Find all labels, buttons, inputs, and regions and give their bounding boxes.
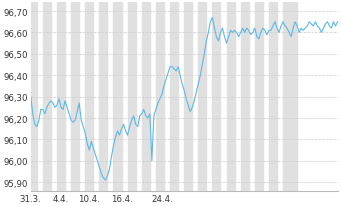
- Bar: [156, 4, 164, 191]
- Bar: [85, 4, 93, 191]
- Bar: [269, 4, 277, 191]
- Bar: [255, 4, 263, 191]
- Bar: [99, 4, 107, 191]
- Bar: [226, 4, 235, 191]
- Bar: [128, 4, 136, 191]
- Bar: [31, 4, 37, 191]
- Bar: [184, 4, 192, 191]
- Bar: [198, 4, 206, 191]
- Bar: [57, 4, 65, 191]
- Bar: [114, 4, 122, 191]
- Bar: [71, 4, 79, 191]
- Bar: [170, 4, 178, 191]
- Bar: [241, 4, 249, 191]
- Bar: [283, 4, 297, 191]
- Bar: [212, 4, 221, 191]
- Bar: [43, 4, 51, 191]
- Bar: [142, 4, 150, 191]
